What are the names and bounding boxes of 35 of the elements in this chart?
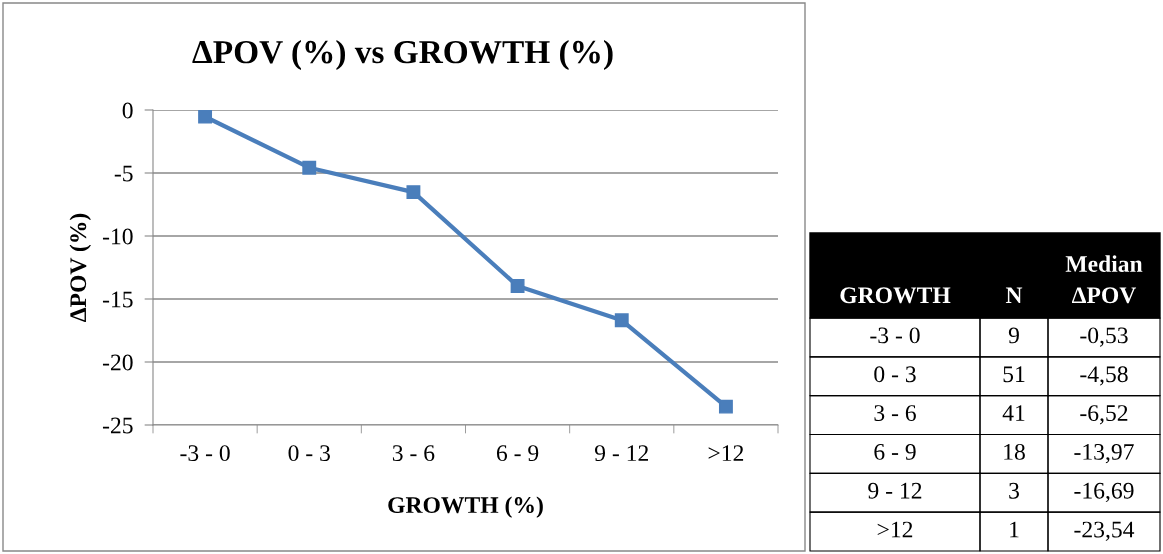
y-tick-label: 0 bbox=[122, 102, 133, 119]
y-tick-label: -5 bbox=[114, 165, 133, 182]
text: -13,97 bbox=[1074, 443, 1134, 464]
x-axis-title: GROWTH (%) bbox=[388, 496, 543, 518]
x-tick-label: 6 - 9 bbox=[496, 445, 539, 462]
text: 41 bbox=[1002, 405, 1025, 421]
x-tick-label: 9 - 12 bbox=[594, 445, 648, 462]
text: Median ΔPOV bbox=[1065, 255, 1143, 304]
text: -0,53 bbox=[1080, 327, 1128, 347]
category-label: 0 - 3 bbox=[874, 366, 916, 383]
text: 18 bbox=[1004, 443, 1025, 460]
text: N bbox=[1005, 287, 1023, 303]
x-tick-label: -3 - 0 bbox=[180, 445, 230, 462]
category-label: >12 bbox=[877, 521, 913, 538]
text: -23,54 bbox=[1074, 521, 1135, 541]
y-tick-label: -25 bbox=[102, 417, 133, 434]
category-label: -3 - 0 bbox=[870, 327, 920, 344]
text: 1 bbox=[1010, 521, 1019, 538]
text: -16,69 bbox=[1074, 482, 1134, 503]
y-axis-title: ΔPOV (%) bbox=[69, 213, 91, 322]
x-tick-label: 3 - 6 bbox=[392, 445, 435, 462]
text: -6,52 bbox=[1080, 405, 1128, 425]
category-label: 9 - 12 bbox=[868, 482, 922, 499]
category-label: 3 - 6 bbox=[874, 405, 916, 421]
text: 51 bbox=[1003, 366, 1025, 383]
x-tick-label: >12 bbox=[708, 445, 744, 461]
y-tick-label: -20 bbox=[102, 354, 133, 371]
x-tick-label: 0 - 3 bbox=[288, 445, 330, 462]
y-tick-label: -15 bbox=[102, 291, 133, 308]
text: GROWTH bbox=[840, 287, 951, 304]
y-tick-label: -10 bbox=[102, 228, 133, 245]
text: 3 bbox=[1009, 482, 1019, 499]
chart-title: ΔPOV (%) vs GROWTH (%) bbox=[192, 39, 613, 71]
text: -4,58 bbox=[1080, 366, 1128, 386]
text: 9 bbox=[1008, 327, 1019, 344]
